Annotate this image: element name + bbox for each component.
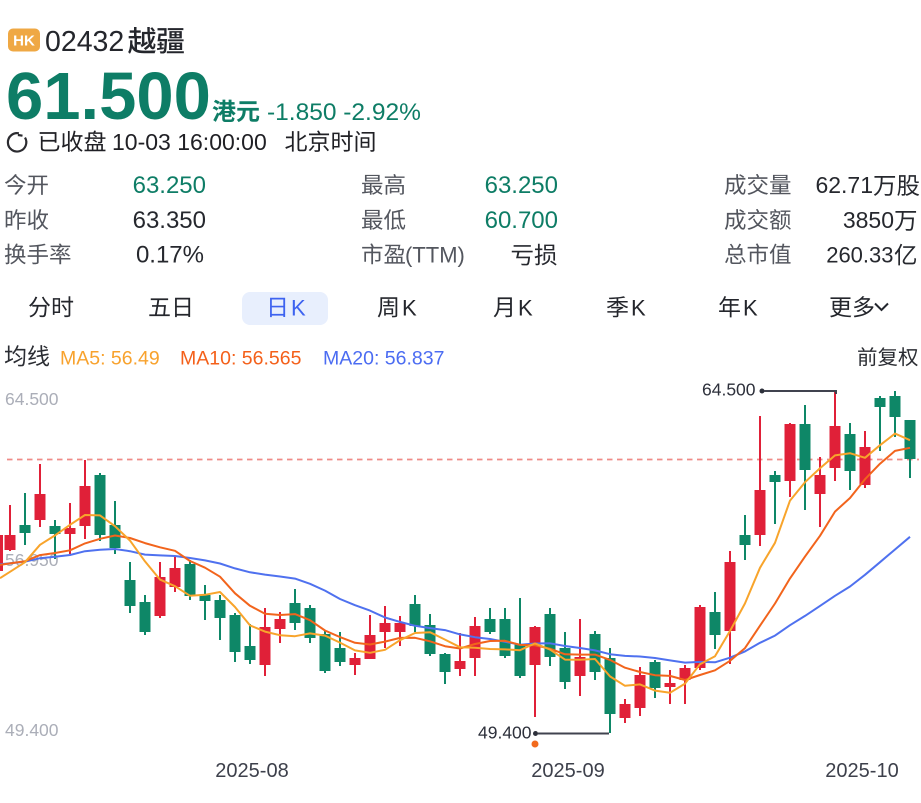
svg-text:2025-08: 2025-08 — [215, 760, 288, 782]
svg-text:K: K — [518, 296, 533, 321]
svg-text:64.500: 64.500 — [702, 380, 756, 400]
svg-text:(TTM): (TTM) — [405, 243, 465, 268]
svg-text:260.33: 260.33 — [826, 243, 893, 268]
svg-text:K: K — [743, 296, 758, 321]
svg-text:63.250: 63.250 — [485, 172, 558, 199]
svg-text:10-03 16:00:00: 10-03 16:00:00 — [112, 129, 267, 155]
svg-text:63.350: 63.350 — [133, 207, 206, 234]
svg-text:2025-09: 2025-09 — [531, 760, 604, 782]
svg-text:64.500: 64.500 — [5, 389, 59, 409]
svg-text:0.17%: 0.17% — [136, 242, 204, 269]
svg-text:49.400: 49.400 — [478, 723, 532, 743]
svg-text:-1.850 -2.92%: -1.850 -2.92% — [267, 99, 421, 126]
svg-text:K: K — [631, 296, 646, 321]
svg-text:49.400: 49.400 — [5, 720, 59, 740]
svg-text:02432: 02432 — [45, 26, 124, 58]
svg-text:MA5: 56.49: MA5: 56.49 — [60, 348, 160, 370]
svg-text:K: K — [402, 296, 417, 321]
svg-text:HK: HK — [13, 33, 35, 50]
svg-text:MA20: 56.837: MA20: 56.837 — [323, 348, 444, 370]
svg-text:61.500: 61.500 — [6, 59, 211, 134]
svg-text:62.71: 62.71 — [815, 172, 873, 198]
svg-text:63.250: 63.250 — [133, 172, 206, 199]
svg-text:2025-10: 2025-10 — [825, 760, 898, 782]
svg-text:60.700: 60.700 — [485, 207, 558, 234]
svg-text:3850: 3850 — [843, 207, 894, 233]
svg-text:K: K — [291, 296, 306, 321]
svg-text:MA10: 56.565: MA10: 56.565 — [180, 348, 302, 370]
